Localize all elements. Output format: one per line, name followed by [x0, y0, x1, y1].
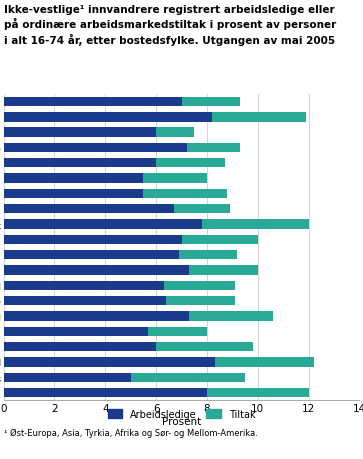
Bar	[164, 281, 235, 291]
Bar	[182, 235, 258, 245]
Bar	[156, 342, 253, 352]
Bar	[174, 205, 230, 214]
Bar	[4, 358, 215, 367]
Bar	[4, 296, 166, 306]
Bar	[4, 128, 156, 138]
Bar	[4, 205, 174, 214]
Bar	[156, 128, 194, 138]
Bar	[4, 312, 189, 321]
Legend: Arbeidsledige, Tiltak: Arbeidsledige, Tiltak	[104, 405, 259, 423]
Bar	[156, 159, 225, 168]
Bar	[4, 143, 187, 153]
Bar	[207, 388, 309, 397]
Bar	[143, 174, 207, 184]
Bar	[4, 251, 179, 260]
Bar	[202, 220, 309, 230]
Bar	[212, 113, 306, 122]
Text: Ikke-vestlige¹ innvandrere registrert arbeidsledige eller
på ordinære arbeidsmar: Ikke-vestlige¹ innvandrere registrert ar…	[4, 5, 336, 46]
Bar	[166, 296, 235, 306]
Bar	[4, 159, 156, 168]
Bar	[131, 373, 245, 382]
Bar	[182, 97, 240, 107]
Bar	[4, 174, 143, 184]
Bar	[4, 281, 164, 291]
Text: ¹ Øst-Europa, Asia, Tyrkia, Afrika og Sør- og Mellom-Amerika.: ¹ Øst-Europa, Asia, Tyrkia, Afrika og Sø…	[4, 427, 257, 437]
X-axis label: Prosent: Prosent	[162, 416, 201, 426]
Bar	[148, 327, 207, 336]
Bar	[4, 342, 156, 352]
Bar	[179, 251, 237, 260]
Bar	[4, 97, 182, 107]
Bar	[4, 220, 202, 230]
Bar	[215, 358, 314, 367]
Bar	[4, 388, 207, 397]
Bar	[143, 189, 227, 199]
Bar	[4, 113, 212, 122]
Bar	[4, 266, 189, 275]
Bar	[189, 312, 273, 321]
Bar	[4, 373, 131, 382]
Bar	[187, 143, 240, 153]
Bar	[4, 327, 148, 336]
Bar	[4, 235, 182, 245]
Bar	[4, 189, 143, 199]
Bar	[189, 266, 258, 275]
